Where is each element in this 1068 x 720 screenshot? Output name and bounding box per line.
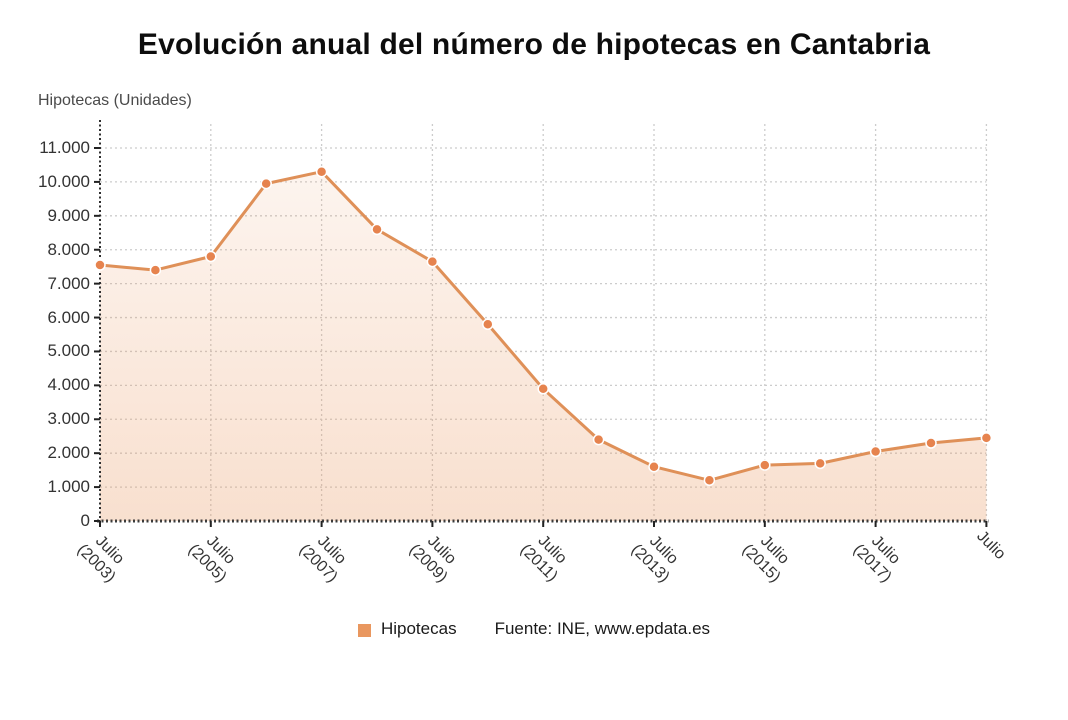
- data-point: [149, 264, 162, 276]
- data-point: [205, 250, 217, 263]
- data-point: [869, 445, 882, 458]
- y-tick-label: 5.000: [47, 341, 90, 361]
- y-tick-label: 11.000: [39, 138, 90, 157]
- source-attribution: Fuente: INE, www.epdata.es: [494, 619, 711, 638]
- y-axis-title: Hipotecas (Unidades): [38, 92, 192, 109]
- y-tick-label: 2.000: [47, 443, 90, 463]
- legend-series-label: Hipotecas: [380, 619, 457, 638]
- data-point: [537, 383, 549, 395]
- data-point: [260, 177, 272, 190]
- data-point: [648, 460, 660, 473]
- data-point: [94, 259, 106, 271]
- y-tick-label: 3.000: [47, 409, 90, 429]
- data-point: [814, 457, 826, 470]
- legend-swatch-icon: [357, 623, 371, 637]
- data-point: [980, 432, 993, 444]
- y-tick-label: 1.000: [47, 477, 90, 497]
- legend: Hipotecas Fuente: INE, www.epdata.es: [0, 619, 1068, 639]
- data-point: [482, 318, 494, 331]
- data-point: [426, 255, 439, 268]
- data-point: [592, 433, 605, 446]
- y-tick-label: 10.000: [38, 171, 90, 191]
- y-tick-label: 0: [80, 511, 90, 530]
- data-point: [703, 474, 716, 487]
- y-tick-label: 7.000: [47, 273, 90, 293]
- y-tick-label: 6.000: [47, 307, 90, 327]
- series-area-fill: [100, 171, 987, 521]
- y-tick-label: 4.000: [47, 375, 90, 395]
- data-point: [315, 165, 328, 178]
- data-point: [759, 459, 771, 471]
- y-tick-label: 9.000: [47, 205, 90, 225]
- page-title: Evolución anual del número de hipotecas …: [137, 28, 931, 61]
- data-point: [925, 437, 937, 449]
- data-point: [371, 223, 383, 236]
- y-tick-label: 8.000: [47, 239, 90, 259]
